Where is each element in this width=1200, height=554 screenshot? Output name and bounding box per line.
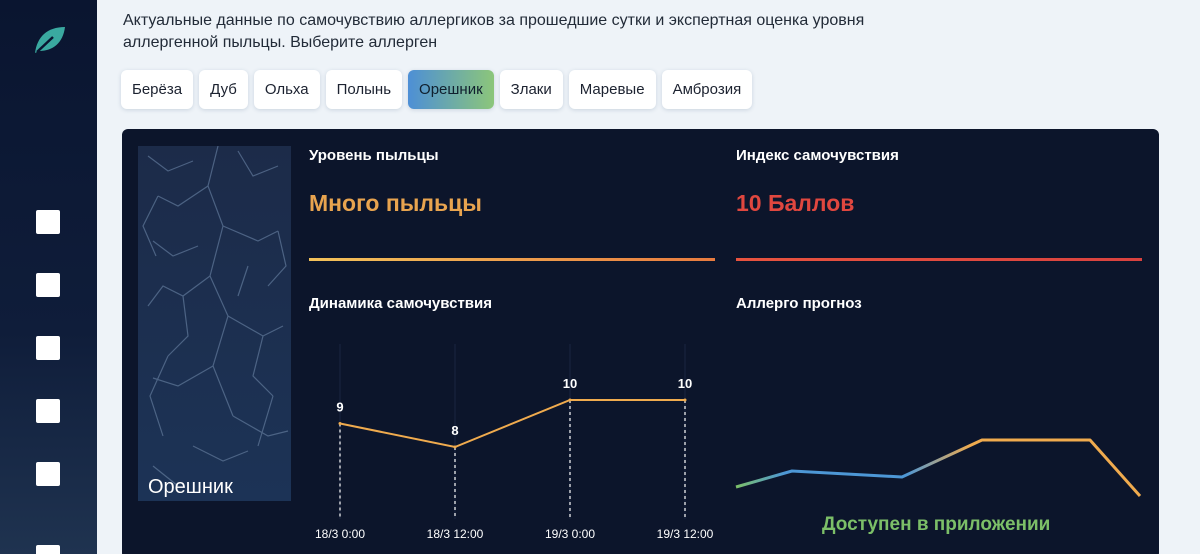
plant-name: Орешник: [148, 476, 233, 498]
sidebar-nav-item-2[interactable]: [36, 273, 60, 297]
x-tick-label: 18/3 12:00: [427, 527, 484, 541]
tab-ragweed[interactable]: Амброзия: [661, 70, 753, 109]
data-point: [338, 422, 342, 425]
x-tick-label: 19/3 12:00: [657, 527, 714, 541]
sidebar-nav-item-6[interactable]: [36, 545, 60, 554]
forecast-app-note[interactable]: Доступен в приложении: [822, 514, 1051, 535]
forecast-line: [735, 438, 1142, 497]
tab-wormwood[interactable]: Полынь: [325, 70, 403, 109]
main-content: Актуальные данные по самочувствию аллерг…: [97, 0, 1200, 554]
sidebar-nav-item-3[interactable]: [36, 336, 60, 360]
wellbeing-index-bar: [736, 258, 1142, 261]
data-point: [683, 398, 687, 402]
leaf-logo-icon[interactable]: [33, 25, 67, 55]
plant-texture-icon: [142, 146, 289, 487]
wellbeing-dynamics-chart: 9 8 10 10 18/3 0:00 18/3 12:00 19/3 0:00 19/3 1…: [315, 344, 714, 541]
x-tick-label: 18/3 0:00: [315, 527, 365, 541]
data-label: 8: [451, 423, 458, 438]
sidebar-nav-item-5[interactable]: [36, 462, 60, 486]
data-label: 9: [336, 400, 343, 415]
tab-grasses[interactable]: Злаки: [499, 70, 563, 109]
forecast-chart: [735, 438, 1142, 497]
tab-goosefoot[interactable]: Маревые: [568, 70, 656, 109]
pollen-level-bar: [309, 258, 715, 261]
sidebar-nav-item-4[interactable]: [36, 399, 60, 423]
x-tick-label: 19/3 0:00: [545, 527, 595, 541]
pollen-level-title: Уровень пыльцы: [309, 147, 439, 164]
data-label: 10: [563, 376, 577, 391]
intro-text: Актуальные данные по самочувствию аллерг…: [123, 12, 865, 51]
wellbeing-index-value: 10 Баллов: [736, 190, 855, 216]
data-point: [568, 398, 572, 402]
series-line: [339, 399, 685, 449]
tab-oak[interactable]: Дуб: [199, 70, 248, 109]
dynamics-title: Динамика самочувствия: [309, 295, 492, 312]
tab-birch[interactable]: Берёза: [121, 70, 194, 109]
wellbeing-index-title: Индекс самочувствия: [736, 147, 899, 164]
allergen-card: Орешник Уровень пыльцы Много пыльцы Инде…: [122, 129, 1159, 554]
data-point: [453, 445, 457, 449]
sidebar: [0, 0, 97, 554]
tab-hazel[interactable]: Орешник: [408, 70, 494, 109]
pollen-level-value: Много пыльцы: [309, 190, 482, 216]
forecast-title: Аллерго прогноз: [736, 295, 862, 312]
tab-alder[interactable]: Ольха: [253, 70, 320, 109]
plant-image: Орешник: [138, 146, 291, 501]
data-label: 10: [678, 376, 692, 391]
allergen-tabs: Берёза Дуб Ольха Полынь Орешник Злаки Ма…: [121, 70, 753, 109]
sidebar-nav-item-1[interactable]: [36, 210, 60, 234]
